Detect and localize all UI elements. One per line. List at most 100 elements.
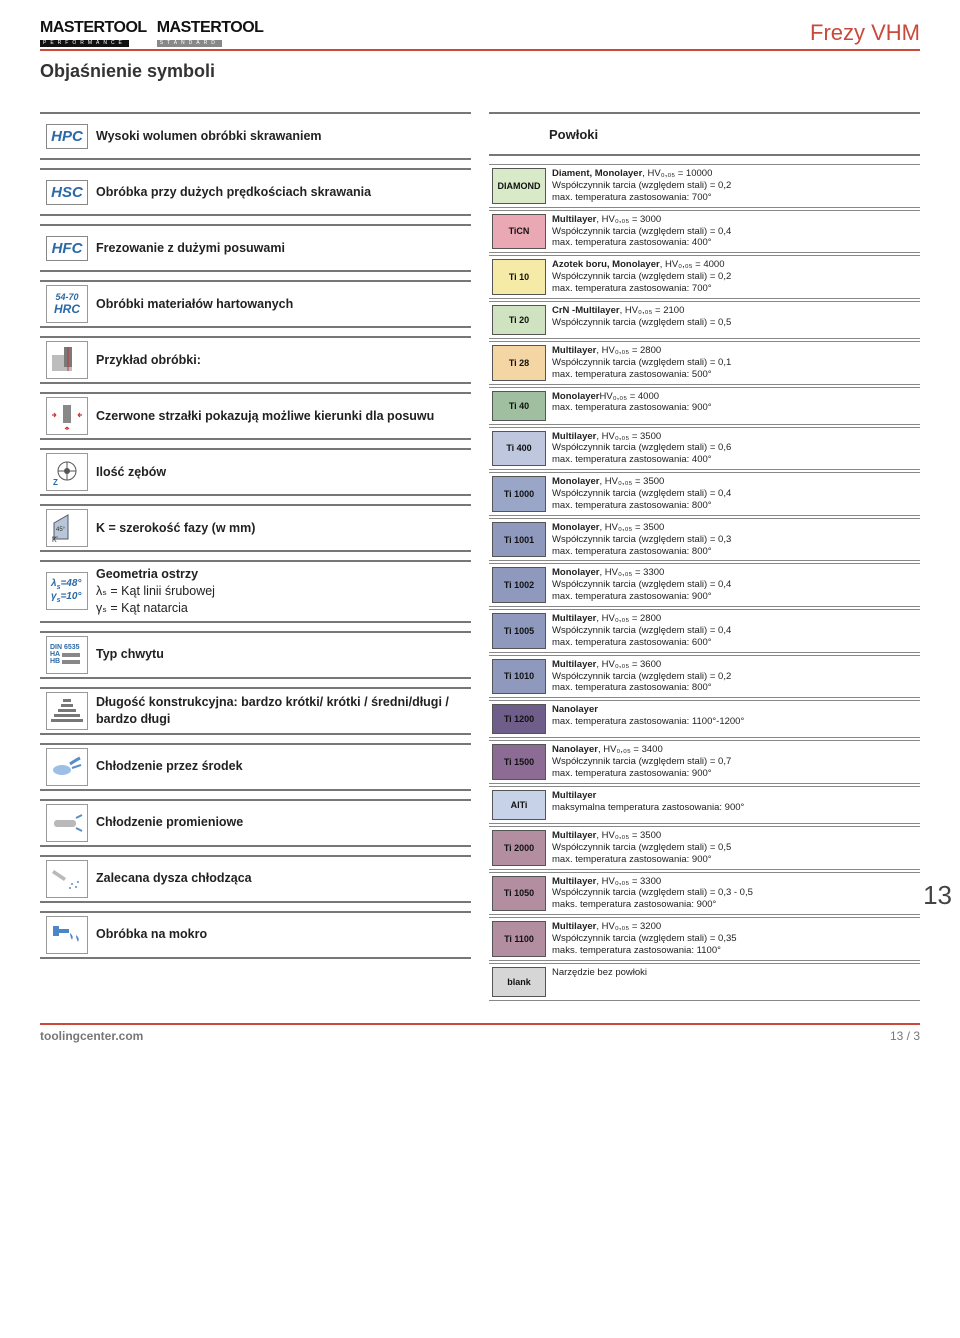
coating-info: Monolayer, HV₀,₀₅ = 3500Współczynnik tar… [552, 473, 920, 515]
coating-tag: Ti 1200 [492, 704, 546, 734]
logo-text: MASTERTOOL [40, 20, 147, 36]
coating-info: MonolayerHV₀,₀₅ = 4000max. temperatura z… [552, 388, 920, 424]
logo-subtext-std: STANDARD [157, 40, 222, 47]
coating-info: Multilayer, HV₀,₀₅ = 3200Współczynnik ta… [552, 918, 920, 960]
footer: toolingcenter.com 13 / 3 [40, 1023, 920, 1043]
coating-tag: Ti 400 [492, 431, 546, 467]
coating-info: Monolayer, HV₀,₀₅ = 3500Współczynnik tar… [552, 519, 920, 561]
symbol-desc: Czerwone strzałki pokazują możliwe kieru… [94, 404, 471, 429]
coating-tag: AlTi [492, 790, 546, 820]
coating-row: Ti 1050Multilayer, HV₀,₀₅ = 3300Współczy… [489, 872, 920, 916]
symbol-row: Czerwone strzałki pokazują możliwe kieru… [40, 392, 471, 440]
symbol-row: Przykład obróbki: [40, 336, 471, 384]
symbol-row: Obróbka na mokro [40, 911, 471, 959]
symbol-row: Chłodzenie przez środek [40, 743, 471, 791]
teeth-count-icon: Z [46, 453, 88, 491]
symbol-icon-cell: HSC [40, 178, 94, 207]
topbar: MASTERTOOL PERFORMANCE MASTERTOOL STANDA… [40, 20, 920, 51]
coating-tag: Ti 1002 [492, 567, 546, 603]
symbol-desc: Obróbka na mokro [94, 922, 471, 947]
hrc-icon: 54-70HRC [46, 285, 88, 323]
coating-row: Ti 1002Monolayer, HV₀,₀₅ = 3300Współczyn… [489, 563, 920, 607]
coating-info: Multilayer, HV₀,₀₅ = 3300Współczynnik ta… [552, 873, 920, 915]
coating-info: Multilayer, HV₀,₀₅ = 3500Współczynnik ta… [552, 428, 920, 470]
coating-row: Ti 1010Multilayer, HV₀,₀₅ = 3600Współczy… [489, 655, 920, 699]
coating-tag: DIAMOND [492, 168, 546, 204]
symbol-desc: Ilość zębów [94, 460, 471, 485]
coating-info: Multilayer, HV₀,₀₅ = 2800Współczynnik ta… [552, 610, 920, 652]
symbol-icon-cell [40, 690, 94, 732]
symbol-desc: Obróbka przy dużych prędkościach skrawan… [94, 180, 471, 205]
symbol-desc: Wysoki wolumen obróbki skrawaniem [94, 124, 471, 149]
symbol-row: Długość konstrukcyjna: bardzo krótki/ kr… [40, 687, 471, 735]
symbol-row: 54-70HRCObróbki materiałów hartowanych [40, 280, 471, 328]
logo-performance: MASTERTOOL PERFORMANCE [40, 20, 147, 47]
coating-row: Ti 40MonolayerHV₀,₀₅ = 4000max. temperat… [489, 387, 920, 425]
coating-info: Multilayer, HV₀,₀₅ = 3500Współczynnik ta… [552, 827, 920, 869]
symbol-row: Zalecana dysza chłodząca [40, 855, 471, 903]
symbol-icon-cell: 45° K [40, 507, 94, 549]
coating-row: TiCNMultilayer, HV₀,₀₅ = 3000Współczynni… [489, 210, 920, 254]
coating-info: Azotek boru, Monolayer, HV₀,₀₅ = 4000Wsp… [552, 256, 920, 298]
coating-row: Ti 1005Multilayer, HV₀,₀₅ = 2800Współczy… [489, 609, 920, 653]
coating-row: Ti 400Multilayer, HV₀,₀₅ = 3500Współczyn… [489, 427, 920, 471]
symbol-icon-cell [40, 858, 94, 900]
footer-site: toolingcenter.com [40, 1029, 143, 1043]
coating-info: Multilayermaksymalna temperatura zastoso… [552, 787, 920, 823]
coating-tag: Ti 1050 [492, 876, 546, 912]
chamfer-width-icon: 45° K [46, 509, 88, 547]
coating-row: Ti 1001Monolayer, HV₀,₀₅ = 3500Współczyn… [489, 518, 920, 562]
symbol-desc: Przykład obróbki: [94, 348, 471, 373]
coating-tag: Ti 1001 [492, 522, 546, 558]
coating-tag: Ti 40 [492, 391, 546, 421]
symbol-icon-cell: λs=48°γs=10° [40, 570, 94, 612]
symbol-row: ZIlość zębów [40, 448, 471, 496]
coating-info: Nanolayermax. temperatura zastosowania: … [552, 701, 920, 737]
symbol-row: HSCObróbka przy dużych prędkościach skra… [40, 168, 471, 216]
symbol-row: HPCWysoki wolumen obróbki skrawaniem [40, 112, 471, 160]
symbol-icon-cell: Z [40, 451, 94, 493]
coating-info: Narzędzie bez powłoki [552, 964, 920, 1000]
symbol-row: 45°KK = szerokość fazy (w mm) [40, 504, 471, 552]
coating-row: DIAMONDDiament, Monolayer, HV₀,₀₅ = 1000… [489, 164, 920, 208]
symbol-icon-cell: HFC [40, 234, 94, 263]
coating-tag: Ti 1500 [492, 744, 546, 780]
logo-subtext-perf: PERFORMANCE [40, 40, 129, 47]
coating-info: Multilayer, HV₀,₀₅ = 3000Współczynnik ta… [552, 211, 920, 253]
symbol-desc: Frezowanie z dużymi posuwami [94, 236, 471, 261]
hpc-badge-icon: HPC [46, 124, 88, 149]
symbol-icon-cell [40, 339, 94, 381]
coating-info: Diament, Monolayer, HV₀,₀₅ = 10000Współc… [552, 165, 920, 207]
symbol-row: HFCFrezowanie z dużymi posuwami [40, 224, 471, 272]
coating-tag: TiCN [492, 214, 546, 250]
logos: MASTERTOOL PERFORMANCE MASTERTOOL STANDA… [40, 20, 263, 47]
category-title: Frezy VHM [810, 20, 920, 46]
coating-row: blankNarzędzie bez powłoki [489, 963, 920, 1001]
geometry-icon: λs=48°γs=10° [46, 572, 88, 610]
machining-example-icon [46, 341, 88, 379]
length-icon [46, 692, 88, 730]
coating-info: Multilayer, HV₀,₀₅ = 2800Współczynnik ta… [552, 342, 920, 384]
symbol-desc: Długość konstrukcyjna: bardzo krótki/ kr… [94, 690, 471, 732]
symbol-desc: Typ chwytu [94, 642, 471, 667]
svg-text:K: K [52, 537, 57, 543]
logo-text: MASTERTOOL [157, 20, 264, 36]
svg-text:45°: 45° [56, 527, 66, 533]
center-cooling-icon [46, 748, 88, 786]
coating-row: Ti 20CrN -Multilayer, HV₀,₀₅ = 2100Współ… [489, 301, 920, 339]
symbol-icon-cell [40, 746, 94, 788]
symbol-desc: Chłodzenie promieniowe [94, 810, 471, 835]
coating-tag: Ti 28 [492, 345, 546, 381]
symbol-icon-cell: HPC [40, 122, 94, 151]
side-page-number: 13 [923, 880, 952, 911]
shank-type-icon: DIN 6535HAHB [46, 636, 88, 674]
coating-row: Ti 28Multilayer, HV₀,₀₅ = 2800Współczynn… [489, 341, 920, 385]
coating-info: CrN -Multilayer, HV₀,₀₅ = 2100Współczynn… [552, 302, 920, 338]
coating-tag: Ti 1000 [492, 476, 546, 512]
symbol-icon-cell: DIN 6535HAHB [40, 634, 94, 676]
symbol-row: Chłodzenie promieniowe [40, 799, 471, 847]
coatings-column: Powłoki DIAMONDDiament, Monolayer, HV₀,₀… [489, 112, 920, 1003]
coating-row: Ti 1200Nanolayermax. temperatura zastoso… [489, 700, 920, 738]
footer-page: 13 / 3 [890, 1029, 920, 1043]
coating-tag: Ti 1100 [492, 921, 546, 957]
